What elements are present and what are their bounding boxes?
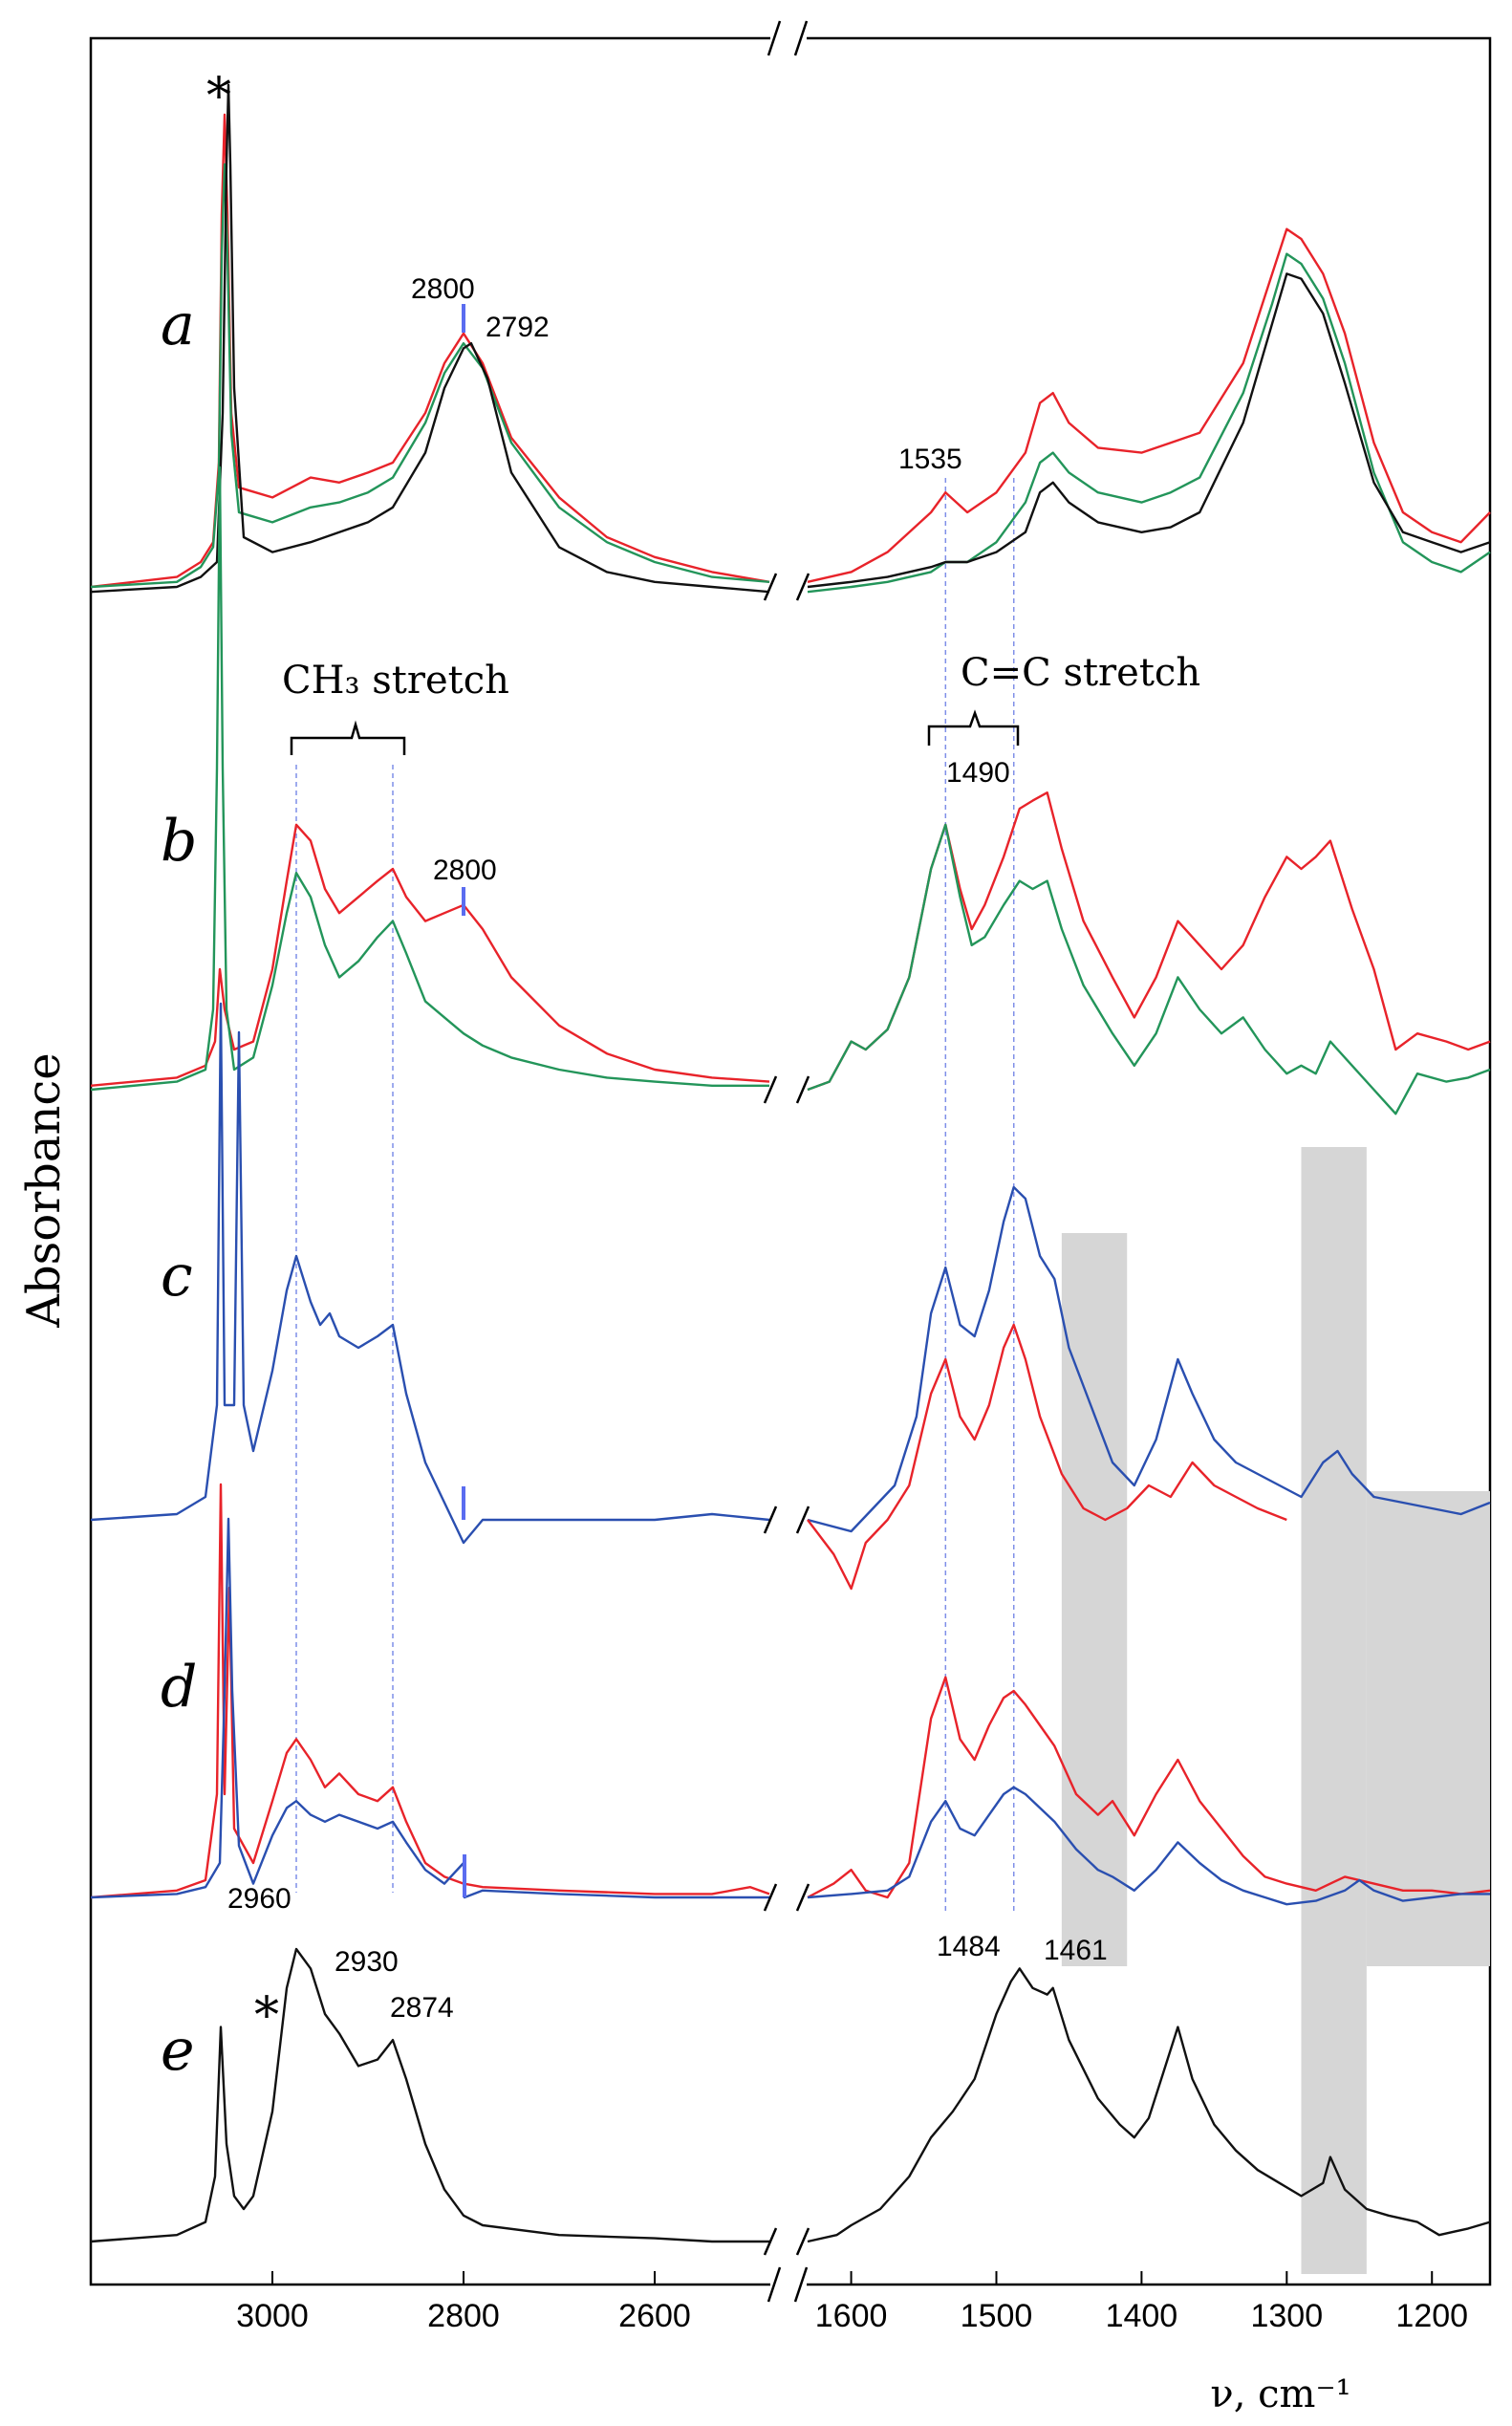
annotation-e-2930: 2930 bbox=[335, 1946, 399, 1978]
trace-break-b-1 bbox=[763, 1075, 778, 1104]
annotation-e-2874: 2874 bbox=[390, 1992, 454, 2024]
annotation-b-1490: 1490 bbox=[946, 757, 1010, 789]
x-tick-label-2800: 2800 bbox=[427, 2298, 500, 2334]
annotation-star-a: * bbox=[206, 68, 231, 125]
series-e-black-high bbox=[90, 1947, 769, 2243]
x-tick-label-1600: 1600 bbox=[815, 2298, 888, 2334]
annotation-a-1535: 1535 bbox=[898, 444, 962, 475]
bracket-cc bbox=[927, 709, 1020, 746]
annotation-star-e: * bbox=[254, 1987, 279, 2045]
plot-frame bbox=[89, 36, 1492, 2286]
x-axis-ticks: 3000 2800 2600 1600 1500 1400 1300 1200 bbox=[236, 2271, 1468, 2334]
annotation-ch3-stretch: CH₃ stretch bbox=[282, 659, 509, 703]
shaded-region-1 bbox=[1061, 1233, 1128, 1966]
annotation-e-1461: 1461 bbox=[1044, 1935, 1108, 1966]
spectra bbox=[90, 83, 1491, 2243]
trace-break-e-2 bbox=[795, 2227, 810, 2256]
series-a-red-low bbox=[807, 227, 1491, 583]
series-a-black-high bbox=[90, 83, 770, 594]
trace-break-c-2 bbox=[795, 1505, 810, 1534]
bracket-ch3 bbox=[290, 720, 406, 755]
x-axis-label: ν, cm⁻¹ bbox=[1210, 2372, 1350, 2416]
series-b-green-low bbox=[807, 823, 1491, 1116]
series-d-blue-low bbox=[807, 1786, 1490, 1906]
panel-label-e: e bbox=[161, 2017, 195, 2084]
trace-break-b-2 bbox=[795, 1075, 810, 1104]
series-b-red-high bbox=[90, 823, 770, 1087]
annotation-a-2800: 2800 bbox=[411, 273, 475, 305]
axis-break-mark-bottom-2 bbox=[793, 2266, 809, 2303]
panel-label-c: c bbox=[161, 1243, 193, 1310]
annotation-cc-stretch: C=C stretch bbox=[961, 651, 1200, 695]
series-b-green-high bbox=[90, 466, 769, 1092]
annotation-e-1484: 1484 bbox=[937, 1931, 1001, 1962]
series-d-red-high bbox=[90, 1483, 770, 1899]
x-tick-label-3000: 3000 bbox=[236, 2298, 309, 2334]
y-axis-label: Absorbance bbox=[17, 1052, 71, 1328]
axis-break bbox=[763, 20, 810, 2303]
series-d-blue-high bbox=[90, 1517, 769, 1899]
series-a-black-low bbox=[807, 272, 1491, 589]
axis-break-mark-bottom-1 bbox=[767, 2266, 782, 2303]
trace-break-e-1 bbox=[763, 2227, 778, 2256]
x-tick-label-1500: 1500 bbox=[961, 2298, 1033, 2334]
trace-break-a-2 bbox=[795, 573, 810, 601]
x-tick-label-1400: 1400 bbox=[1106, 2298, 1178, 2334]
panel-label-a: a bbox=[161, 292, 195, 358]
panel-label-d: d bbox=[161, 1654, 197, 1721]
x-tick-label-1300: 1300 bbox=[1250, 2298, 1323, 2334]
x-tick-label-2600: 2600 bbox=[618, 2298, 691, 2334]
trace-break-c-1 bbox=[763, 1505, 778, 1534]
series-c-blue-high bbox=[90, 1002, 770, 1545]
annotation-e-2960: 2960 bbox=[227, 1883, 292, 1915]
trace-break-d-2 bbox=[795, 1883, 810, 1912]
shaded-regions bbox=[1061, 1147, 1490, 2274]
panel-label-b: b bbox=[161, 808, 197, 875]
series-e-black-low bbox=[807, 1967, 1491, 2243]
axis-break-gap-top bbox=[770, 32, 807, 44]
shaded-region-2 bbox=[1301, 1147, 1367, 2274]
x-tick-label-1200: 1200 bbox=[1395, 2298, 1468, 2334]
trace-break-a-1 bbox=[763, 573, 778, 601]
axis-break-mark-top-1 bbox=[767, 20, 782, 56]
trace-break-d-1 bbox=[763, 1883, 778, 1912]
series-c-red-low bbox=[807, 1323, 1287, 1591]
series-c-blue-low bbox=[807, 1185, 1491, 1533]
annotation-b-2800: 2800 bbox=[433, 855, 497, 886]
annotation-a-2792: 2792 bbox=[486, 312, 550, 343]
axis-break-mark-top-2 bbox=[793, 20, 809, 56]
axis-break-gap-bottom bbox=[770, 2279, 807, 2290]
series-d-red-low bbox=[807, 1676, 1491, 1899]
